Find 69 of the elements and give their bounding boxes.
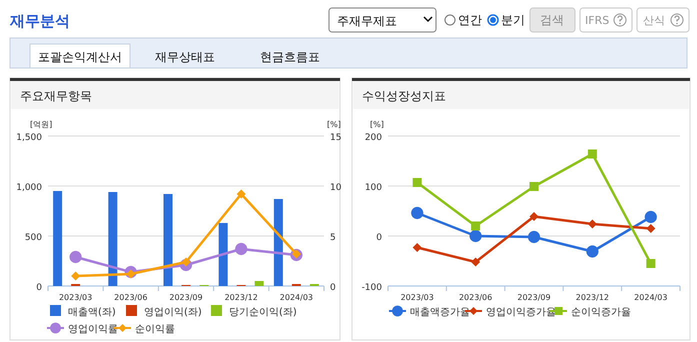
y-tick-label: -100 <box>362 283 382 293</box>
x-tick-label: 2023/03 <box>400 293 434 302</box>
y-tick-label: 1,000 <box>16 183 42 193</box>
legend-label: 영업이익증가율 <box>486 307 556 318</box>
x-tick-label: 2023/12 <box>224 293 258 302</box>
text: IFRS <box>585 14 610 27</box>
point <box>646 224 656 233</box>
y2-tick-label: 0 <box>330 283 336 293</box>
legend-label: 당기순이익(좌) <box>229 307 297 318</box>
point <box>235 242 248 256</box>
x-tick-label: 2023/09 <box>169 293 203 302</box>
x-tick-label: 2023/06 <box>114 293 148 302</box>
x-tick-label: 2023/09 <box>517 293 551 302</box>
bar <box>218 223 228 286</box>
text: 포괄손익계산서 <box>38 50 122 64</box>
bar <box>53 191 62 286</box>
bar <box>108 192 118 286</box>
text: 재무분석 <box>9 12 70 30</box>
y-tick-label: 0 <box>376 233 382 243</box>
bar <box>164 194 172 286</box>
point <box>470 230 482 242</box>
chart-title: 수익성장성지표 <box>362 89 446 103</box>
y-tick-label: 100 <box>364 183 382 193</box>
x-tick-label: 2023/03 <box>58 293 92 302</box>
legend-label: 매출액(좌) <box>68 307 116 318</box>
point <box>528 230 540 244</box>
point <box>588 150 597 158</box>
y2-tick-label: 15 <box>330 133 342 143</box>
y2-tick-label: 5 <box>330 233 336 243</box>
point <box>70 250 82 264</box>
y-tick-label: 0 <box>36 283 42 293</box>
y-tick-label: 500 <box>24 233 42 243</box>
point <box>530 182 538 191</box>
x-tick-label: 2024/03 <box>280 293 314 302</box>
y-axis-title: [%] <box>370 120 384 129</box>
y2-tick-label: 10 <box>330 183 342 193</box>
point <box>236 190 246 198</box>
y-tick-label: 200 <box>364 133 382 143</box>
y-axis-title: [억원] <box>30 120 52 129</box>
point <box>588 220 597 228</box>
text: 분기 <box>501 13 525 27</box>
point <box>646 259 656 268</box>
legend-label: 순이익증가율 <box>571 307 631 318</box>
point <box>412 178 422 187</box>
legend-label: 영업이익(좌) <box>144 307 202 318</box>
legend-label: 영업이익률 <box>68 324 118 335</box>
point <box>412 243 422 252</box>
point <box>530 212 538 221</box>
text: 검색 <box>540 13 564 27</box>
y2-axis-title: [%] <box>327 120 341 129</box>
y-tick-label: 1,500 <box>16 133 42 143</box>
x-tick-label: 2023/12 <box>576 293 610 302</box>
bar <box>274 199 283 286</box>
legend-label: 매출액증가율 <box>410 307 470 318</box>
point <box>471 258 480 266</box>
text: 주재무제표 <box>337 14 397 28</box>
x-tick-label: 2024/03 <box>634 293 668 302</box>
text: 재무상태표 <box>155 50 215 64</box>
point <box>644 210 657 224</box>
text: 산식 <box>643 14 665 27</box>
text: 현금흐름표 <box>260 50 320 64</box>
chart-title: 주요재무항목 <box>20 89 92 103</box>
bar <box>254 281 264 286</box>
x-tick-label: 2023/06 <box>458 293 492 302</box>
text: 연간 <box>458 13 482 27</box>
point <box>411 206 424 220</box>
point <box>471 222 480 230</box>
point <box>586 245 598 258</box>
legend-label: 순이익률 <box>135 324 175 335</box>
